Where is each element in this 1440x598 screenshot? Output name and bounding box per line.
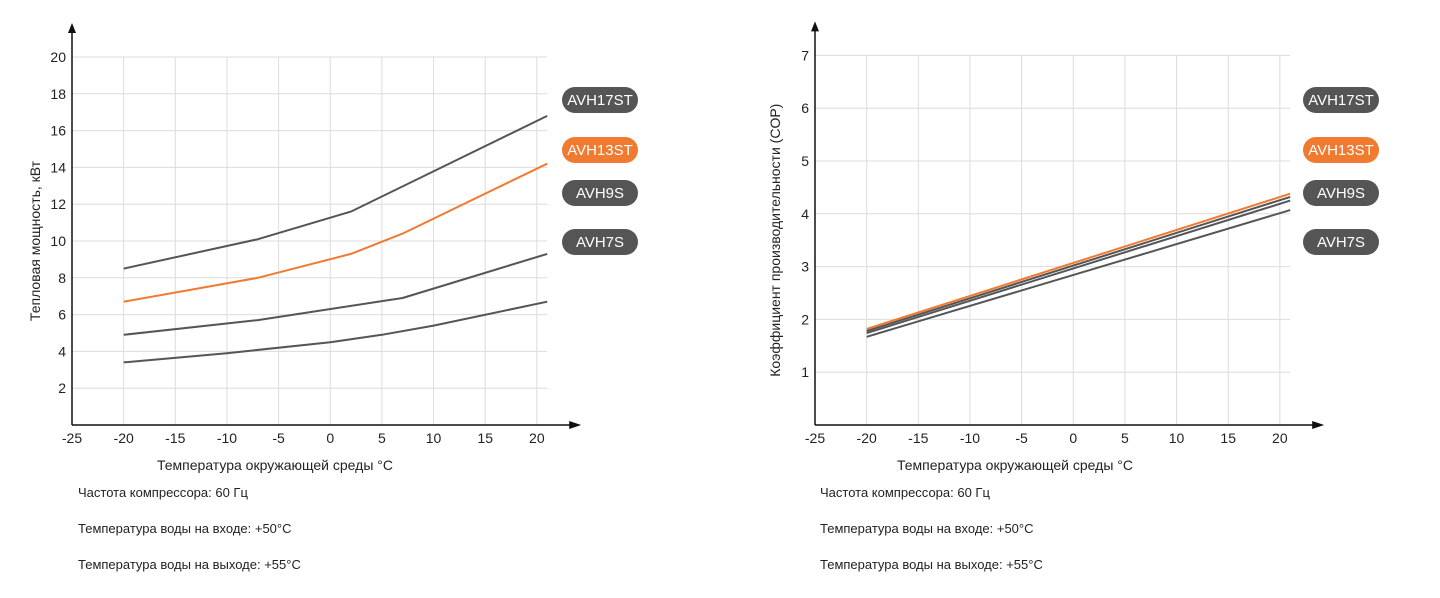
y-tick-label: 14 [50,159,66,175]
y-tick-label: 10 [50,233,66,249]
legend-pill [562,87,638,113]
x-tick-label: 15 [1220,430,1236,446]
legend-item-avh7s: AVH7S [1303,229,1379,255]
y-tick-label: 20 [50,49,66,65]
x-axis-arrow-icon [569,421,582,429]
x-tick-label: 0 [326,430,334,446]
series-line-avh13st [866,192,1291,330]
x-tick-label: 20 [1272,430,1288,446]
legend-pill [562,180,638,206]
y-tick-label: 12 [50,196,66,212]
x-tick-label: 20 [529,430,545,446]
note-water-outlet-temp: Температура воды на выходе: +55°С [820,557,1043,572]
y-axis-title: Коэффициент производительности (COP) [767,104,783,377]
x-tick-label: -5 [1015,430,1028,446]
chart-cop: -25 -20 -15 -10 -5 0 5 10 15 20 1 2 3 4 5 6 7 Температура… [767,21,1379,473]
y-tick-label: 4 [58,343,66,359]
series-line-avh17st [866,195,1291,332]
x-tick-label: 10 [426,430,442,446]
y-tick-label: 6 [58,307,66,323]
note-compressor-frequency: Частота компрессора: 60 Гц [820,485,990,500]
y-tick-label: 8 [58,270,66,286]
legend-label: AVH7S [576,234,624,251]
x-tick-label: 5 [378,430,386,446]
series-line-avh13st [123,162,548,303]
legend-pill [562,229,638,255]
x-tick-label: -10 [217,430,237,446]
legend-label: AVH9S [1317,185,1365,202]
y-tick-label: 2 [58,380,66,396]
legend-item-avh13st: AVH13ST [1303,137,1379,163]
note-water-outlet-temp: Температура воды на выходе: +55°С [78,557,301,572]
x-tick-label: -15 [908,430,928,446]
legend-label: AVH17ST [567,92,633,109]
legend-pill [1303,87,1379,113]
x-axis-title: Температура окружающей среды °C [157,457,393,473]
series-line-avh7s [866,209,1291,338]
grid [815,54,1291,425]
y-tick-label: 3 [801,259,809,275]
legend-label: AVH9S [576,185,624,202]
x-tick-label: -10 [960,430,980,446]
legend-pill [1303,229,1379,255]
y-tick-label: 5 [801,153,809,169]
x-axis-arrow-icon [1312,421,1325,429]
legend-pill [562,137,638,163]
legend-label: AVH7S [1317,234,1365,251]
note-compressor-frequency: Частота компрессора: 60 Гц [78,485,248,500]
chart-panel-heat-output: -25 -20 -15 -10 -5 0 5 10 15 20 2 4 6 8 10 12 14 16 18 20 Те… [27,23,638,572]
y-tick-label: 18 [50,86,66,102]
y-tick-label: 7 [801,47,809,63]
y-axis-arrow-icon [811,21,819,32]
x-tick-label: -25 [805,430,825,446]
chart-panel-cop: -25 -20 -15 -10 -5 0 5 10 15 20 1 2 3 4 5 6 7 Температура… [740,0,1440,598]
y-tick-label: 16 [50,123,66,139]
series-line-avh9s [866,199,1291,335]
legend-item-avh17st: AVH17ST [1303,87,1379,113]
legend-item-avh7s: AVH7S [562,229,638,255]
x-tick-label: -25 [62,430,82,446]
legend-item-avh9s: AVH9S [562,180,638,206]
legend-pill [1303,137,1379,163]
y-tick-label: 6 [801,100,809,116]
x-tick-label: 0 [1069,430,1077,446]
y-axis-arrow-icon [68,23,76,33]
y-tick-label: 1 [801,364,809,380]
x-tick-label: 15 [477,430,493,446]
note-water-inlet-temp: Температура воды на входе: +50°С [78,521,292,536]
legend-label: AVH13ST [567,142,633,159]
chart-heat-output: -25 -20 -15 -10 -5 0 5 10 15 20 2 4 6 8 10 12 14 16 18 20 Те… [27,23,638,473]
x-tick-label: 5 [1121,430,1129,446]
y-tick-label: 4 [801,206,809,222]
legend-item-avh9s: AVH9S [1303,180,1379,206]
x-tick-label: -15 [165,430,185,446]
series-line-avh17st [123,115,548,270]
note-water-inlet-temp: Температура воды на входе: +50°С [820,521,1034,536]
grid [72,56,548,425]
legend-pill [1303,180,1379,206]
legend-label: AVH13ST [1308,142,1374,159]
legend-label: AVH17ST [1308,92,1374,109]
series-line-avh7s [123,300,548,364]
series-line-avh9s [123,252,548,336]
x-axis-title: Температура окружающей среды °C [897,457,1133,473]
x-tick-label: -20 [114,430,134,446]
x-tick-label: -20 [857,430,877,446]
x-tick-label: 10 [1169,430,1185,446]
legend-item-avh17st: AVH17ST [562,87,638,113]
y-tick-label: 2 [801,311,809,327]
legend-item-avh13st: AVH13ST [562,137,638,163]
x-tick-label: -5 [272,430,285,446]
y-axis-title: Тепловая мощность, кВт [27,160,43,321]
